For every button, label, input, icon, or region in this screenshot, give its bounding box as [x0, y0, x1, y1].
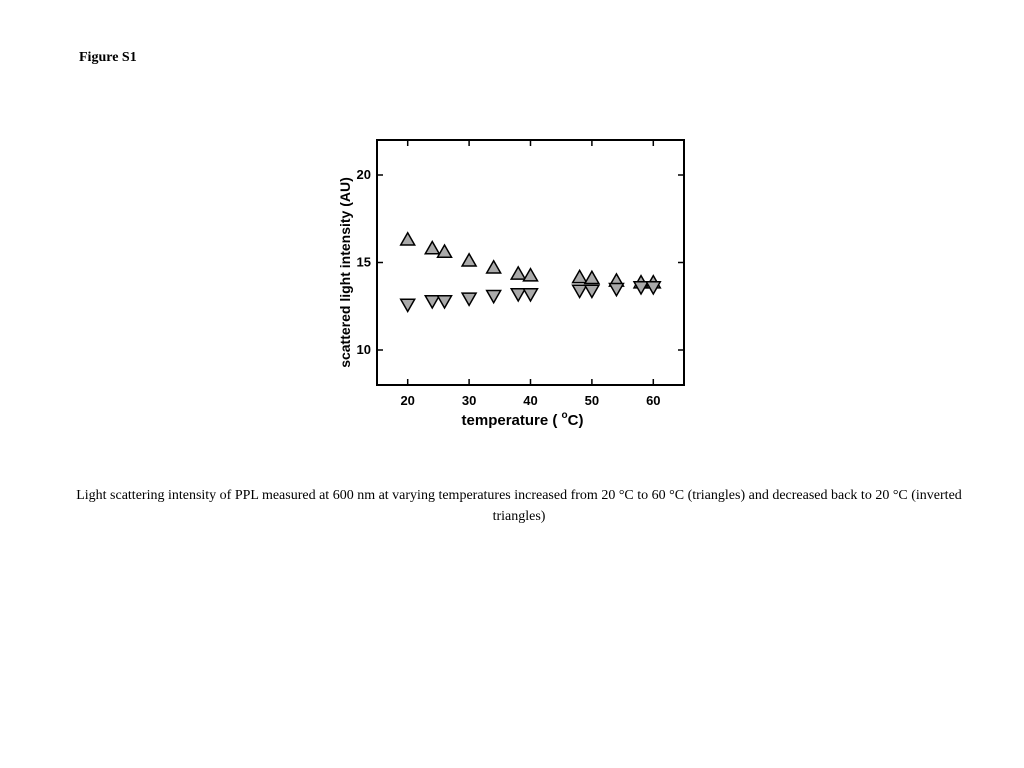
- heating-point: [485, 259, 502, 274]
- y-tick-label: 15: [357, 255, 371, 270]
- cooling-point: [509, 288, 527, 303]
- axis-ticks: 20 30 40 50 60 10 15 20: [357, 140, 684, 408]
- cooling-point: [632, 281, 650, 296]
- x-tick-label: 30: [462, 393, 476, 408]
- x-tick-label: 20: [400, 393, 414, 408]
- y-axis-label: scattered light intensity (AU): [337, 177, 353, 368]
- cooling-point: [485, 289, 502, 305]
- heating-point: [399, 231, 416, 246]
- x-axis-label-degree: o: [562, 410, 568, 421]
- x-axis-label-main: temperature (: [462, 412, 562, 429]
- x-tick-label: 40: [523, 393, 537, 408]
- x-tick-label: 60: [646, 393, 660, 408]
- cooling-point: [571, 284, 588, 300]
- cooling-point: [645, 281, 662, 296]
- cooling-point: [460, 292, 478, 307]
- cooling-point: [583, 284, 601, 300]
- cooling-point: [436, 295, 453, 310]
- y-tick-label: 20: [357, 167, 371, 182]
- cooling-point: [423, 295, 441, 310]
- heating-point: [460, 252, 478, 267]
- heating-point: [436, 243, 453, 258]
- x-tick-label: 50: [585, 393, 599, 408]
- x-axis-label: temperature ( oC): [462, 410, 584, 429]
- cooling-point: [522, 288, 539, 303]
- figure-caption: Light scattering intensity of PPL measur…: [76, 488, 962, 524]
- cooling-point: [608, 282, 625, 298]
- plot-frame: [376, 139, 685, 386]
- figure-label: Figure S1: [79, 50, 137, 65]
- heating-point: [571, 268, 588, 284]
- heating-point: [509, 265, 527, 280]
- data-points: [399, 231, 662, 314]
- heating-point: [522, 267, 539, 282]
- cooling-point: [399, 298, 416, 314]
- scatter-chart: 20 30 40 50 60 10 15 20 scattered light intensi…: [337, 139, 685, 429]
- heating-point: [583, 269, 601, 285]
- heating-point: [423, 239, 441, 255]
- x-axis-label-unit: C): [568, 412, 584, 429]
- y-tick-label: 10: [357, 342, 371, 357]
